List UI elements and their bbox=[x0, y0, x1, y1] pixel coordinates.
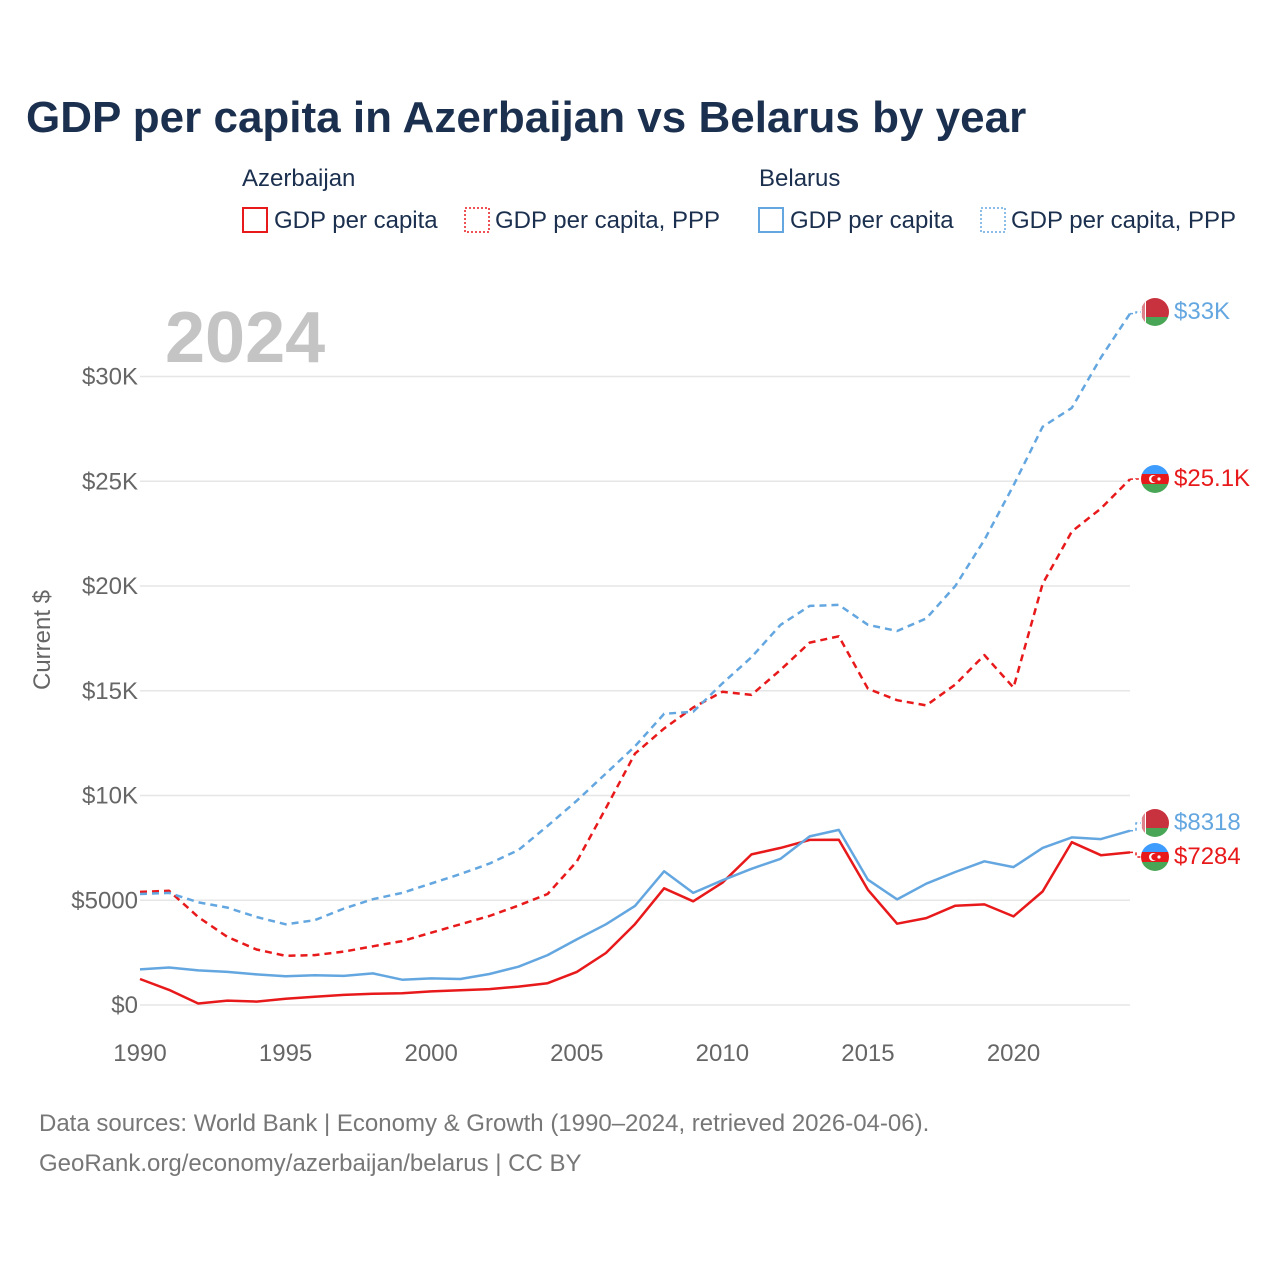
end-label-az-gdp: $7284 bbox=[1174, 843, 1241, 870]
y-axis-ticks: $0 $5000 $10K $15K $20K $25K $30K bbox=[71, 364, 138, 1020]
legend-header-belarus: Belarus bbox=[759, 165, 840, 192]
series-by_gdp bbox=[139, 828, 1131, 981]
chart-title: GDP per capita in Azerbaijan vs Belarus … bbox=[26, 93, 1026, 142]
legend-item-by-ppp[interactable]: GDP per capita, PPP bbox=[980, 207, 1236, 234]
x-tick-label: 1990 bbox=[113, 1040, 166, 1067]
series-line-by_ppp bbox=[139, 312, 1132, 926]
series-az_ppp bbox=[139, 478, 1131, 958]
series-line-az_gdp bbox=[139, 838, 1131, 1005]
belarus-flag-icon bbox=[1141, 809, 1169, 837]
x-tick-label: 2010 bbox=[696, 1040, 749, 1067]
azerbaijan-flag-icon bbox=[1141, 843, 1169, 871]
end-connector-by_ppp bbox=[1130, 311, 1141, 315]
legend-swatch-az-ppp bbox=[464, 207, 490, 233]
x-tick-label: 2020 bbox=[987, 1040, 1040, 1067]
x-axis-ticks: 1990 1995 2000 2005 2010 2015 2020 bbox=[113, 1040, 1040, 1067]
y-axis-title: Current $ bbox=[29, 590, 56, 690]
legend-item-az-gdp[interactable]: GDP per capita bbox=[242, 207, 438, 234]
y-tick-label: $30K bbox=[82, 364, 138, 391]
x-tick-label: 2000 bbox=[404, 1040, 457, 1067]
legend-label-by-gdp: GDP per capita bbox=[790, 207, 954, 234]
y-tick-label: $25K bbox=[82, 468, 138, 495]
x-tick-label: 1995 bbox=[259, 1040, 312, 1067]
legend-label-az-gdp: GDP per capita bbox=[274, 207, 438, 234]
series-line-az_ppp bbox=[139, 478, 1131, 958]
legend: Azerbaijan Belarus GDP per capita GDP pe… bbox=[242, 165, 1236, 234]
azerbaijan-flag-icon bbox=[1141, 465, 1169, 493]
belarus-flag-icon bbox=[1141, 298, 1169, 326]
y-tick-label: $20K bbox=[82, 573, 138, 600]
end-label-connectors bbox=[1130, 311, 1141, 858]
x-tick-label: 2015 bbox=[841, 1040, 894, 1067]
legend-header-azerbaijan: Azerbaijan bbox=[242, 165, 355, 192]
legend-swatch-by-gdp bbox=[758, 207, 784, 233]
legend-swatch-az-gdp bbox=[242, 207, 268, 233]
end-label-by-gdp: $8318 bbox=[1174, 809, 1241, 836]
year-watermark: 2024 bbox=[165, 298, 325, 378]
x-tick-label: 2005 bbox=[550, 1040, 603, 1067]
y-tick-label: $0 bbox=[111, 992, 138, 1019]
grid-layer bbox=[140, 375, 1130, 1006]
y-tick-label: $5000 bbox=[71, 887, 138, 914]
series-layer bbox=[139, 312, 1132, 1005]
end-label-by-ppp: $33K bbox=[1174, 298, 1230, 325]
legend-item-az-ppp[interactable]: GDP per capita, PPP bbox=[464, 207, 720, 234]
series-line-by_gdp bbox=[139, 828, 1131, 981]
legend-item-by-gdp[interactable]: GDP per capita bbox=[758, 207, 954, 234]
source-line-1: Data sources: World Bank | Economy & Gro… bbox=[39, 1110, 929, 1137]
end-connector-by_gdp bbox=[1130, 822, 1141, 832]
legend-label-by-ppp: GDP per capita, PPP bbox=[1011, 207, 1236, 234]
end-connector-az_gdp bbox=[1130, 851, 1141, 858]
y-tick-label: $15K bbox=[82, 678, 138, 705]
series-az_gdp bbox=[139, 838, 1131, 1005]
source-line-2[interactable]: GeoRank.org/economy/azerbaijan/belarus |… bbox=[39, 1150, 582, 1177]
legend-swatch-by-ppp bbox=[980, 207, 1006, 233]
y-tick-label: $10K bbox=[82, 783, 138, 810]
series-by_ppp bbox=[139, 312, 1132, 926]
legend-label-az-ppp: GDP per capita, PPP bbox=[495, 207, 720, 234]
end-label-az-ppp: $25.1K bbox=[1174, 465, 1250, 492]
